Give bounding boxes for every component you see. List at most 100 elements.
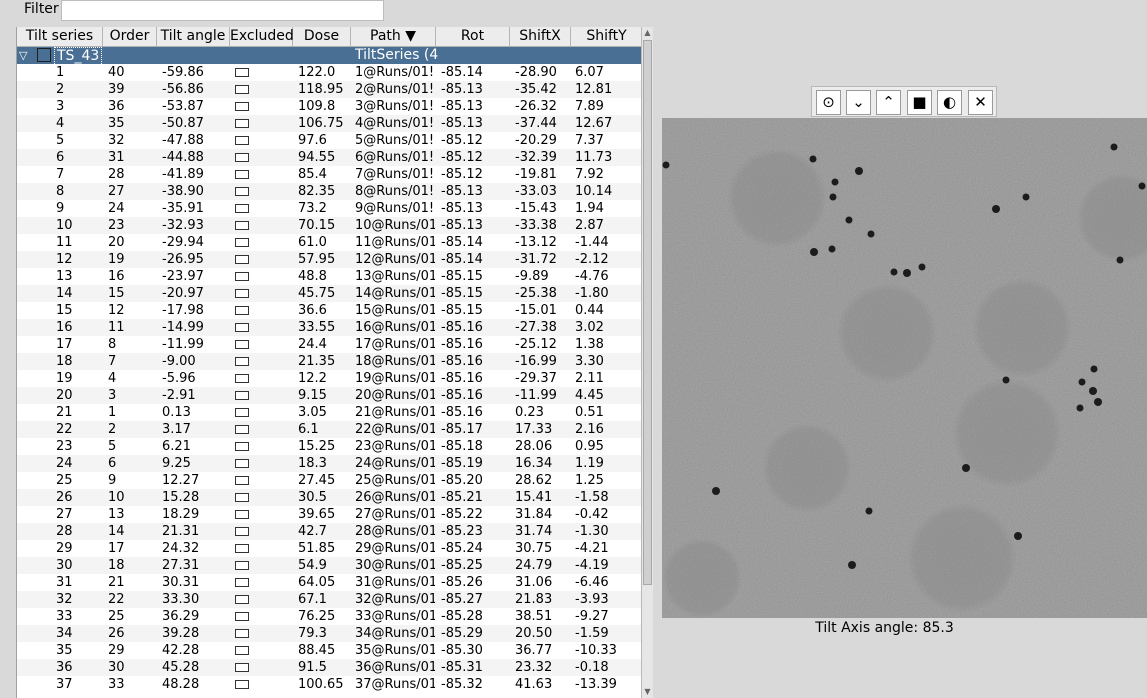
excluded-checkbox[interactable] [235, 425, 249, 434]
table-row[interactable]: 33 25 36.29 76.25 33@Runs/01 -85.28 38.51 -9.27 [17, 608, 641, 625]
table-row[interactable]: 8 27 -38.90 82.35 8@Runs/01! -85.13 -33.03 10.1… [17, 183, 641, 200]
contrast-icon[interactable]: ◐ [937, 90, 962, 115]
excluded-checkbox[interactable] [235, 85, 249, 94]
table-row[interactable]: 14 15 -20.97 45.75 14@Runs/01 -85.15 -25.38 -1.… [17, 285, 641, 302]
table-row[interactable]: 34 26 39.28 79.3 34@Runs/01 -85.29 20.50 -1.59 [17, 625, 641, 642]
excluded-checkbox[interactable] [235, 442, 249, 451]
col-header-shiftx[interactable]: ShiftX [510, 27, 571, 47]
excluded-checkbox[interactable] [235, 153, 249, 162]
play-circle-icon[interactable]: ⊙ [816, 90, 841, 115]
table-row[interactable]: 12 19 -26.95 57.95 12@Runs/01 -85.14 -31.72 -2.… [17, 251, 641, 268]
table-row[interactable]: 2 39 -56.86 118.95 2@Runs/01! -85.13 -35.42 12.… [17, 81, 641, 98]
excluded-checkbox[interactable] [235, 289, 249, 298]
excluded-checkbox[interactable] [235, 408, 249, 417]
expand-triangle-icon[interactable]: ▽ [19, 49, 28, 62]
scroll-down-icon[interactable]: ▼ [644, 687, 651, 696]
col-header-shifty[interactable]: ShiftY [586, 28, 627, 44]
excluded-checkbox[interactable] [235, 102, 249, 111]
table-row[interactable]: 31 21 30.31 64.05 31@Runs/01 -85.26 31.06 -6.46 [17, 574, 641, 591]
scroll-up-icon[interactable]: ▲ [644, 28, 651, 37]
excluded-checkbox[interactable] [235, 187, 249, 196]
excluded-checkbox[interactable] [235, 459, 249, 468]
excluded-checkbox[interactable] [235, 68, 249, 77]
table-row[interactable]: 20 3 -2.91 9.15 20@Runs/01 -85.16 -11.99 4.45 [17, 387, 641, 404]
table-row[interactable]: 23 5 6.21 15.25 23@Runs/01 -85.18 28.06 0.95 [17, 438, 641, 455]
excluded-checkbox[interactable] [235, 306, 249, 315]
table-row[interactable]: 30 18 27.31 54.9 30@Runs/01 -85.25 24.79 -4.19 [17, 557, 641, 574]
group-checkbox[interactable] [37, 48, 51, 62]
excluded-checkbox[interactable] [235, 272, 249, 281]
col-header-path[interactable]: Path ▼ [351, 27, 436, 47]
table-row[interactable]: 17 8 -11.99 24.4 17@Runs/01 -85.16 -25.12 1.38 [17, 336, 641, 353]
excluded-checkbox[interactable] [235, 238, 249, 247]
excluded-checkbox[interactable] [235, 391, 249, 400]
table-row[interactable]: 9 24 -35.91 73.2 9@Runs/01! -85.13 -15.43 1.94 [17, 200, 641, 217]
tilt-image-viewer[interactable] [662, 118, 1147, 618]
excluded-checkbox[interactable] [235, 527, 249, 536]
excluded-checkbox[interactable] [235, 170, 249, 179]
excluded-checkbox[interactable] [235, 612, 249, 621]
table-row[interactable]: 7 28 -41.89 85.4 7@Runs/01! -85.12 -19.81 7.92 [17, 166, 641, 183]
excluded-checkbox[interactable] [235, 595, 249, 604]
table-row[interactable]: 10 23 -32.93 70.15 10@Runs/01 -85.13 -33.38 2.8… [17, 217, 641, 234]
cell-dose: 9.15 [298, 388, 327, 403]
table-row[interactable]: 4 35 -50.87 106.75 4@Runs/01! -85.13 -37.44 12.… [17, 115, 641, 132]
chevron-up-icon[interactable]: ⌃ [876, 90, 901, 115]
close-icon[interactable]: ✕ [968, 90, 993, 115]
col-header-rot[interactable]: Rot [436, 27, 510, 47]
table-scrollbar[interactable]: ▲ ▼ [641, 27, 653, 698]
table-row[interactable]: 21 1 0.13 3.05 21@Runs/01 -85.16 0.23 0.51 [17, 404, 641, 421]
excluded-checkbox[interactable] [235, 221, 249, 230]
excluded-checkbox[interactable] [235, 136, 249, 145]
chevron-down-icon[interactable]: ⌄ [846, 90, 871, 115]
table-row[interactable]: 22 2 3.17 6.1 22@Runs/01 -85.17 17.33 2.16 [17, 421, 641, 438]
excluded-checkbox[interactable] [235, 629, 249, 638]
excluded-checkbox[interactable] [235, 578, 249, 587]
table-row[interactable]: 28 14 21.31 42.7 28@Runs/01 -85.23 31.74 -1.30 [17, 523, 641, 540]
excluded-checkbox[interactable] [235, 646, 249, 655]
col-header-dose[interactable]: Dose [293, 27, 351, 47]
table-row[interactable]: 6 31 -44.88 94.55 6@Runs/01! -85.12 -32.39 11.7… [17, 149, 641, 166]
excluded-checkbox[interactable] [235, 510, 249, 519]
table-row[interactable]: 18 7 -9.00 21.35 18@Runs/01 -85.16 -16.99 3.30 [17, 353, 641, 370]
table-row[interactable]: 3 36 -53.87 109.8 3@Runs/01! -85.13 -26.32 7.89 [17, 98, 641, 115]
excluded-checkbox[interactable] [235, 544, 249, 553]
excluded-checkbox[interactable] [235, 374, 249, 383]
excluded-checkbox[interactable] [235, 204, 249, 213]
excluded-checkbox[interactable] [235, 119, 249, 128]
cell-tilt-angle: 6.21 [162, 439, 191, 454]
table-row[interactable]: 35 29 42.28 88.45 35@Runs/01 -85.30 36.77 -10.3… [17, 642, 641, 659]
col-header-tilt-series[interactable]: Tilt series [17, 27, 103, 47]
table-row[interactable]: 36 30 45.28 91.5 36@Runs/01 -85.31 23.32 -0.18 [17, 659, 641, 676]
table-row[interactable]: 13 16 -23.97 48.8 13@Runs/01 -85.15 -9.89 -4.76 [17, 268, 641, 285]
group-row-ts43[interactable]: ▽ TS_43 TiltSeries (4 [17, 47, 641, 66]
table-row[interactable]: 26 10 15.28 30.5 26@Runs/01 -85.21 15.41 -1.58 [17, 489, 641, 506]
table-row[interactable]: 37 33 48.28 100.65 37@Runs/01 -85.32 41.63 -13.… [17, 676, 641, 693]
table-row[interactable]: 24 6 9.25 18.3 24@Runs/01 -85.19 16.34 1.19 [17, 455, 641, 472]
table-row[interactable]: 27 13 18.29 39.65 27@Runs/01 -85.22 31.84 -0.42 [17, 506, 641, 523]
excluded-checkbox[interactable] [235, 663, 249, 672]
table-row[interactable]: 15 12 -17.98 36.6 15@Runs/01 -85.15 -15.01 0.44 [17, 302, 641, 319]
excluded-checkbox[interactable] [235, 357, 249, 366]
excluded-checkbox[interactable] [235, 476, 249, 485]
scroll-thumb[interactable] [643, 40, 652, 585]
table-row[interactable]: 11 20 -29.94 61.0 11@Runs/01 -85.14 -13.12 -1.4… [17, 234, 641, 251]
table-row[interactable]: 25 9 12.27 27.45 25@Runs/01 -85.20 28.62 1.25 [17, 472, 641, 489]
table-row[interactable]: 1 40 -59.86 122.0 1@Runs/01! -85.14 -28.90 6.07 [17, 64, 641, 81]
excluded-checkbox[interactable] [235, 561, 249, 570]
table-row[interactable]: 29 17 24.32 51.85 29@Runs/01 -85.24 30.75 -4.21 [17, 540, 641, 557]
excluded-checkbox[interactable] [235, 255, 249, 264]
col-header-excluded[interactable]: Excluded [230, 27, 294, 47]
excluded-checkbox[interactable] [235, 323, 249, 332]
excluded-checkbox[interactable] [235, 680, 249, 689]
filter-input[interactable] [61, 0, 384, 21]
square-stop-icon[interactable]: ■ [907, 90, 932, 115]
table-row[interactable]: 5 32 -47.88 97.6 5@Runs/01! -85.12 -20.29 7.37 [17, 132, 641, 149]
excluded-checkbox[interactable] [235, 493, 249, 502]
col-header-tilt-angle[interactable]: Tilt angle [157, 27, 230, 47]
col-header-order[interactable]: Order [103, 27, 157, 47]
table-row[interactable]: 16 11 -14.99 33.55 16@Runs/01 -85.16 -27.38 3.0… [17, 319, 641, 336]
table-row[interactable]: 19 4 -5.96 12.2 19@Runs/01 -85.16 -29.37 2.11 [17, 370, 641, 387]
table-row[interactable]: 32 22 33.30 67.1 32@Runs/01 -85.27 21.83 -3.93 [17, 591, 641, 608]
excluded-checkbox[interactable] [235, 340, 249, 349]
